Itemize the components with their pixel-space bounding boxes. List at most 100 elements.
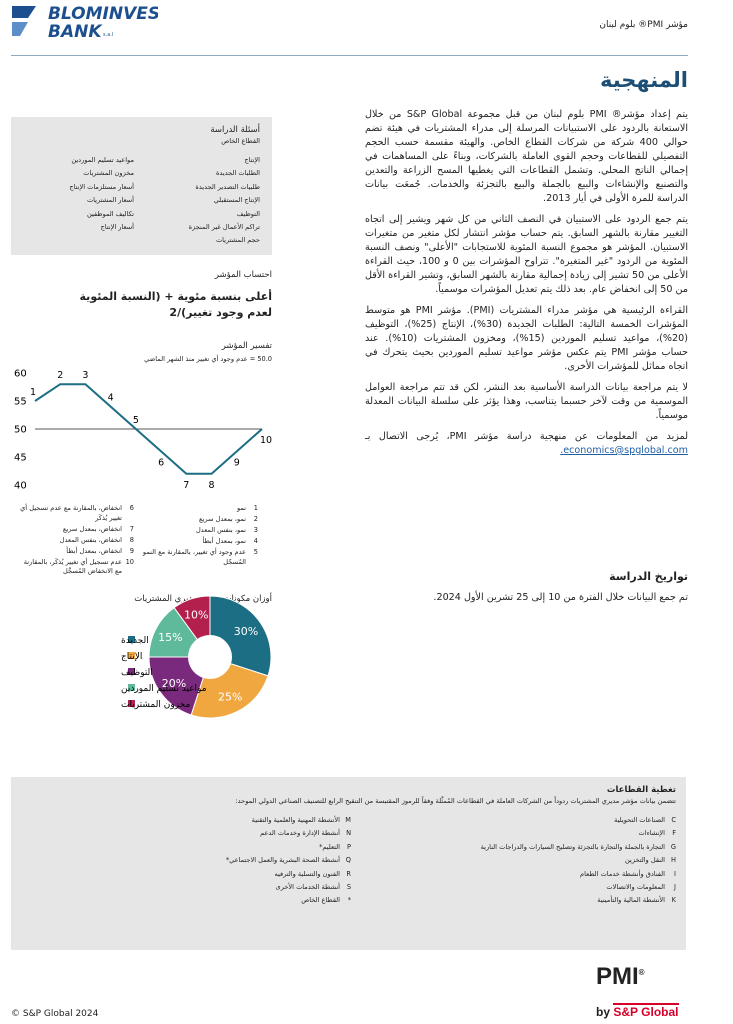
sector-label: الفنادق وأنشطة خدمات الطعام (579, 869, 665, 878)
sector-code: Q (345, 856, 351, 865)
contact-text: لمزيد من المعلومات عن منهجية دراسة مؤشر … (365, 431, 688, 442)
chart-subtitle: 50.0 = عدم وجود أي تغيير منذ الشهر الماض… (144, 355, 272, 363)
sector-label: المعلومات والاتصالات (606, 883, 665, 892)
note-number: 7 (129, 524, 134, 533)
logo-emblem (12, 22, 28, 36)
note-number: 6 (129, 504, 134, 512)
sector-item: M الأنشطة المهنية والعلمية والتقنية (31, 814, 351, 827)
sector-item: F الإنشاءات (356, 827, 676, 840)
legend-label: مخزون المشتريات (121, 700, 190, 710)
legend-swatch (128, 668, 135, 675)
point-label: 7 (183, 480, 189, 491)
note-item: 9 انخفاض، بمعدل أبطأ (20, 547, 134, 557)
paragraph: لا يتم مراجعة بيانات الدراسة الأساسية بع… (365, 382, 688, 421)
slice-label: 30% (234, 625, 258, 638)
box-subtitle: القطاع الخاص (221, 137, 260, 145)
chart-notes: 1 نمو 2 نمو، بمعدل سريع 3 نمو، بنفس المعدل 4 نم… (140, 504, 258, 569)
sector-label: الصناعات التحويلية (614, 816, 665, 824)
note-item: 2 نمو، بمعدل سريع (140, 515, 258, 525)
sector-list: C الصناعات التحويلية F الإنشاءات G التجارة با… (356, 814, 676, 908)
paragraph: يتم جمع الردود على الاستبيان في النصف ال… (365, 214, 688, 295)
sector-label: التجارة بالجملة والتجارة بالتجزئة وتصليح… (480, 842, 665, 851)
sector-code: R (346, 869, 351, 878)
note-text: عدم وجود أي تغيير، بالمقارنة مع النمو ال… (142, 548, 246, 566)
sector-item: S أنشطة الخدمات الأخرى (31, 881, 351, 894)
note-text: نمو، بمعدل سريع (199, 515, 246, 524)
slice-label: 10% (184, 609, 208, 622)
note-text: نمو، بمعدل أبطأ (202, 537, 246, 546)
list-item: تراكم الأعمال غير المنجزة (188, 223, 260, 232)
header-rule (11, 55, 688, 56)
legend-swatch (128, 636, 135, 643)
point-label: 8 (209, 480, 215, 491)
dates-text: تم جمع البيانات خلال الفترة من 10 إلى 25… (433, 592, 688, 603)
sector-code: J (674, 883, 676, 892)
sector-code: K (671, 896, 676, 905)
index-line (34, 383, 263, 475)
note-number: 10 (125, 557, 134, 566)
sector-item: I الفنادق وأنشطة خدمات الطعام (356, 868, 676, 881)
y-tick-label: 55 (14, 397, 27, 408)
calc-title: احتساب المؤشر (214, 270, 272, 280)
sector-item: K الأنشطة المالية والتأمينية (356, 894, 676, 907)
sector-code: G (670, 842, 676, 851)
note-number: 3 (253, 526, 258, 535)
chart-notes: 6 انخفاض، بالمقارنة مع عدم تسجيل أي تغيير… (20, 504, 134, 578)
point-label: 5 (133, 415, 139, 426)
note-item: 4 نمو، بمعدل أبطأ (140, 537, 258, 547)
slice-label: 25% (218, 691, 242, 704)
list-item: أسعار الإنتاج (100, 223, 134, 232)
questions-box: أسئلة الدراسة القطاع الخاص الإنتاج الطلبا… (11, 117, 272, 255)
note-text: انخفاض، بنفس المعدل (59, 535, 122, 544)
sector-code: M (345, 816, 351, 824)
sector-code: F (672, 829, 676, 838)
sector-code: N (346, 829, 351, 838)
legend-label: الإنتاج (121, 652, 142, 662)
list-item: الإنتاج المستقبلي (213, 196, 260, 205)
pie-chart: 30%الطلبات الجديدة25%الإنتاج20%التوظيف15… (121, 595, 272, 719)
box-title: تغطية القطاعات (606, 785, 676, 795)
sector-item: J المعلومات والاتصالات (356, 881, 676, 894)
legend-swatch (128, 652, 135, 659)
point-label: 9 (234, 457, 240, 468)
paragraph: لمزيد من المعلومات عن منهجية دراسة مؤشر … (365, 430, 688, 458)
box-description: تتضمن بيانات مؤشر مديري المشتريات ردوداً… (235, 797, 676, 805)
sector-code: I (674, 869, 676, 878)
sector-item: C الصناعات التحويلية (356, 814, 676, 827)
copyright: © S&P Global 2024 (11, 1009, 99, 1019)
sector-label: القطاع الخاص (301, 896, 340, 905)
logo-emblem (12, 6, 36, 18)
contact-email[interactable]: economics@spglobal.com. (560, 445, 688, 456)
sector-code: C (671, 816, 676, 824)
note-item: 7 انخفاض، بمعدل سريع (20, 525, 134, 535)
point-label: 10 (260, 435, 272, 446)
sector-label: أنشطة الصحة البشرية والعمل الاجتماعي* (225, 856, 340, 865)
list-item: أسعار المشتريات (86, 196, 134, 205)
note-number: 2 (253, 515, 258, 524)
sector-item: N أنشطة الإدارة وخدمات الدعم (31, 827, 351, 840)
note-number: 5 (253, 548, 258, 557)
note-number: 1 (253, 504, 258, 512)
list-item: مواعيد تسليم الموردين (71, 156, 134, 164)
box-title: أسئلة الدراسة (210, 125, 260, 135)
point-label: 4 (108, 393, 114, 404)
list-item: تكاليف الموظفين (86, 209, 134, 218)
note-item: 3 نمو، بنفس المعدل (140, 526, 258, 536)
chart-title: تفسير المؤشر (221, 341, 272, 351)
note-item: 1 نمو (140, 504, 258, 514)
sector-item: R الفنون والتسلية والترفيه (31, 868, 351, 881)
by: by (596, 1005, 611, 1019)
logo: BLOMINVEST BANK s.a.l (12, 4, 158, 42)
note-text: نمو (236, 504, 246, 512)
point-label: 6 (158, 457, 164, 468)
sector-code: S (346, 883, 351, 892)
point-label: 1 (30, 387, 36, 398)
list-item: طلبيات التصدير الجديدة (195, 182, 260, 191)
sector-label: أنشطة الإدارة وخدمات الدعم (260, 829, 340, 838)
sector-label: النقل والتخزين (624, 856, 665, 865)
list-item: الإنتاج (244, 156, 260, 164)
list-item: مخزون المشتريات (83, 169, 134, 178)
sector-label: الإنشاءات (638, 829, 665, 838)
